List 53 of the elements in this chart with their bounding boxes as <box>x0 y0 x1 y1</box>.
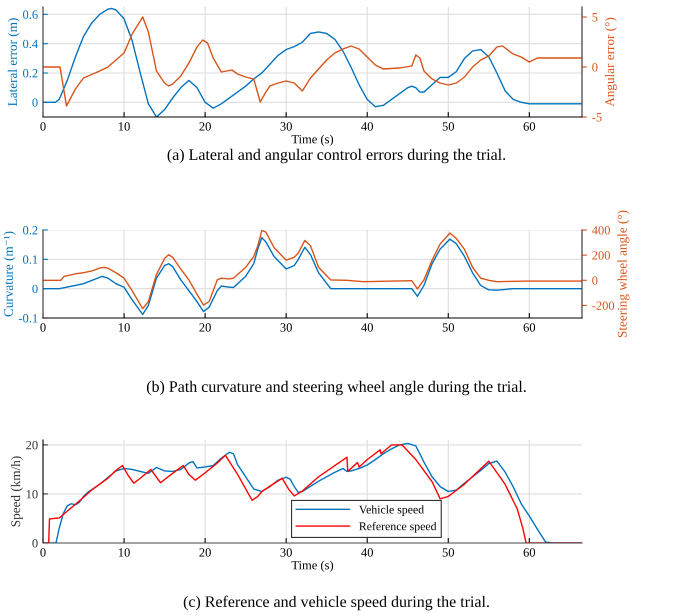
y-tick-label: 0 <box>32 284 38 294</box>
x-axis-title: Time (s) <box>292 134 334 146</box>
x-tick-label: 0 <box>40 323 46 332</box>
x-tick-label: 0 <box>40 548 46 557</box>
y-tick-label: 0.2 <box>22 226 38 235</box>
text: (c) Reference and vehicle speed during the trial. <box>184 596 489 610</box>
x-tick-label: 60 <box>524 548 536 557</box>
y2-axis-title: Angular error (°) <box>604 18 617 107</box>
x-tick-label: 50 <box>442 122 454 131</box>
y-tick-label: 20 <box>26 440 38 450</box>
y-tick-label: 0 <box>32 98 38 107</box>
x-tick-label: 40 <box>361 548 373 557</box>
y-axis-title: Speed (km/h) <box>10 456 23 526</box>
y-tick-label: 0.1 <box>22 255 38 264</box>
line-series <box>43 16 582 107</box>
line-series <box>43 8 582 117</box>
x-tick-label: 20 <box>199 548 211 557</box>
x-tick-label: 40 <box>361 122 373 131</box>
x-tick-label: 30 <box>280 548 292 557</box>
x-tick-label: 40 <box>361 323 373 332</box>
x-tick-label: 50 <box>442 323 454 332</box>
x-tick-label: 60 <box>524 323 536 332</box>
x-tick-label: 10 <box>118 122 130 131</box>
y2-tick-label: -200 <box>592 301 614 310</box>
x-tick-label: 10 <box>118 548 130 557</box>
x-tick-label: 30 <box>280 323 292 332</box>
y-tick-label: 0.4 <box>22 40 38 48</box>
y-tick-label: -0.1 <box>18 314 38 323</box>
x-tick-label: 20 <box>199 323 211 332</box>
x-tick-label: 50 <box>442 548 454 557</box>
x-tick-label: 20 <box>199 122 211 131</box>
legend-label: Vehicle speed <box>358 505 424 516</box>
y2-tick-label: 200 <box>592 251 610 260</box>
y-axis-title: Lateral error (m) <box>8 18 20 106</box>
y2-tick-label: 5 <box>592 13 598 22</box>
text: (a) Lateral and angular control errors during the trial. <box>168 148 506 164</box>
y2-axis-title: Steering wheel angle (°) <box>617 210 630 338</box>
y2-tick-label: 400 <box>592 226 610 234</box>
y-axis-title: Curvature (m⁻¹) <box>4 232 16 316</box>
y-tick-label: 0 <box>32 539 38 548</box>
y2-tick-label: -5 <box>592 113 602 122</box>
x-tick-label: 0 <box>40 122 46 131</box>
y2-tick-label: 0 <box>592 63 598 72</box>
x-tick-label: 30 <box>280 122 292 131</box>
x-tick-label: 10 <box>118 323 130 332</box>
x-axis-title: Time (s) <box>292 560 334 572</box>
y-tick-label: 0.6 <box>22 10 38 19</box>
text: (b) Path curvature and steering wheel angle during the trial. <box>146 380 526 396</box>
legend-label: Reference speed <box>359 522 436 533</box>
y2-tick-label: 0 <box>592 276 598 285</box>
x-tick-label: 60 <box>524 122 536 131</box>
y-tick-label: 10 <box>26 490 38 498</box>
y-tick-label: 0.2 <box>22 69 38 78</box>
